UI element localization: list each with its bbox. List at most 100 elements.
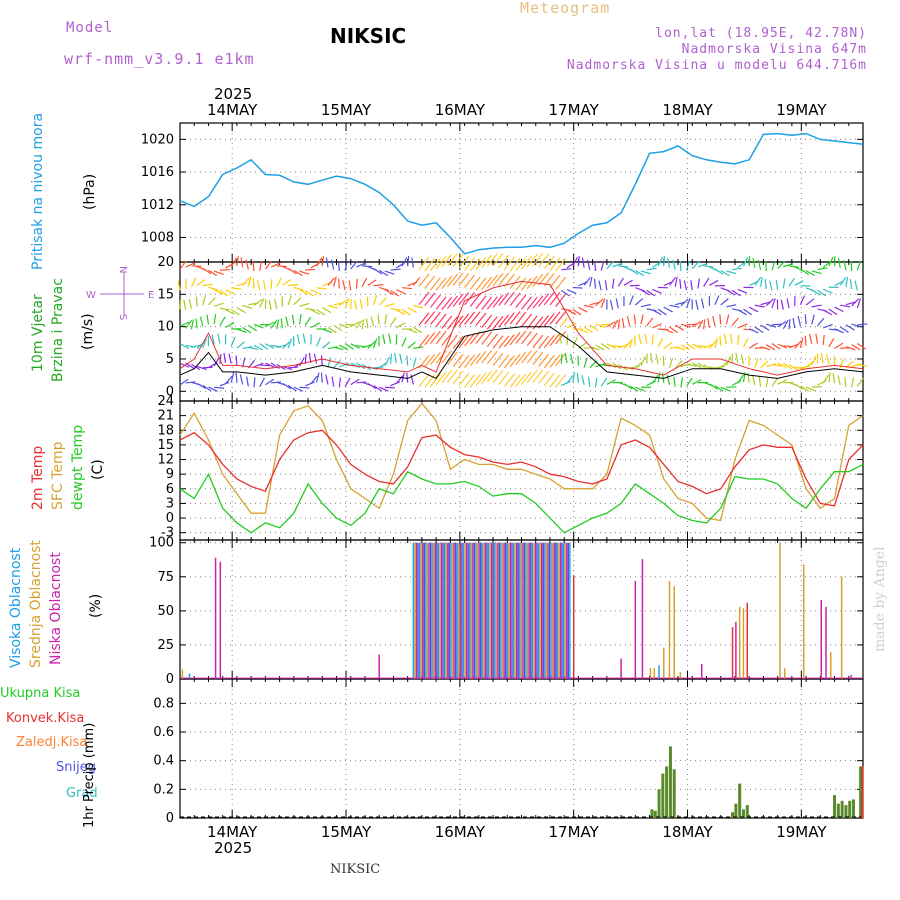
wind-arrow [202, 267, 212, 275]
wind-arrow [236, 328, 247, 334]
wind-arrow [697, 362, 707, 370]
wind-arrow [805, 360, 815, 368]
wind-arrow [644, 333, 648, 344]
wind-arrow [709, 279, 719, 286]
wind-arrow [464, 274, 475, 288]
wind-arrow [707, 318, 710, 329]
wind-arrow [418, 273, 430, 287]
y-tick-label: 21 [157, 409, 174, 424]
wind-arrow [680, 377, 684, 388]
x-tick-label-top: 14MAY [207, 101, 258, 119]
wind-arrow [561, 380, 571, 387]
wind-arrow [406, 355, 409, 366]
wind-arrow [555, 293, 567, 307]
wind-arrow [509, 374, 521, 388]
wind-arrow [822, 288, 833, 294]
wind-arrow [246, 376, 249, 387]
wind-arrow [515, 330, 527, 344]
wind-arrow [411, 257, 414, 268]
wind-arrow [344, 260, 348, 271]
wind-arrow [526, 369, 538, 384]
wind-arrow [486, 316, 498, 330]
wind-arrow [839, 326, 849, 333]
wind-arrow [325, 257, 329, 268]
wind-arrow [503, 373, 515, 387]
wind-arrow [475, 372, 487, 386]
wind-arrow [481, 276, 493, 290]
wind-arrow [629, 338, 633, 348]
wind-arrow [569, 353, 574, 364]
wind-arrow [384, 303, 395, 308]
wind-arrow [247, 276, 252, 287]
wind-arrow [183, 299, 187, 310]
wind-arrow [561, 268, 572, 271]
wind-arrow [618, 343, 628, 349]
wind-arrow [737, 309, 747, 316]
wind-arrow [486, 274, 498, 288]
wind-arrow [344, 298, 350, 308]
wind-arrow [469, 311, 481, 325]
wind-arrow [782, 319, 789, 330]
wind-arrow [672, 259, 676, 270]
wind-arrow [566, 323, 577, 329]
wind-arrow [646, 380, 656, 386]
wind-arrow [469, 352, 481, 367]
wind-arrow [310, 322, 321, 329]
wind-arrow [435, 313, 447, 327]
wind-arrow [486, 350, 498, 365]
wind-arrow [606, 260, 615, 270]
wind-arrow [293, 269, 303, 277]
wind-arrow [486, 253, 498, 267]
wind-arrow [737, 323, 748, 329]
model-label: Model [66, 20, 114, 36]
wind-arrow [703, 319, 706, 330]
wind-arrow [265, 343, 275, 349]
wind-arrow [771, 377, 779, 387]
wind-arrow [464, 311, 475, 325]
wind-arrow [230, 372, 235, 383]
wind-arrow [321, 341, 331, 349]
wind-arrow [714, 295, 720, 306]
wind-arrow [634, 297, 644, 306]
wind-arrow [595, 344, 605, 351]
wind-arrow [291, 314, 295, 325]
wind-arrow [834, 306, 844, 313]
wind-arrow [236, 255, 239, 267]
wind-arrow [372, 338, 378, 349]
wind-arrow [760, 301, 771, 306]
y-tick-label: 25 [157, 638, 174, 653]
wind-arrow [725, 314, 730, 325]
wind-arrow [669, 276, 676, 286]
wind-arrow [325, 374, 329, 385]
wind-arrow [367, 341, 376, 350]
wind-arrow [242, 305, 253, 309]
wind-arrow [370, 316, 375, 327]
wind-arrow [367, 382, 377, 390]
wind-arrow [720, 386, 731, 392]
wind-arrow [538, 353, 549, 368]
wind-arrow [515, 277, 527, 291]
wind-arrow [185, 381, 196, 384]
wind-arrow [378, 269, 389, 277]
wind-arrow [492, 272, 504, 287]
year-top: 2025 [214, 85, 253, 103]
wind-arrow [316, 257, 323, 267]
wind-arrow [202, 338, 207, 349]
wind-arrow [828, 308, 838, 316]
y-tick-label: -3 [161, 526, 174, 541]
wind-arrow [225, 375, 233, 385]
wind-arrow [663, 328, 674, 334]
wind-arrow [663, 256, 666, 267]
wind-arrow [498, 314, 510, 328]
wind-arrow [629, 365, 640, 369]
wind-arrow [199, 316, 204, 327]
wind-arrow [304, 381, 315, 387]
wind-arrow [333, 346, 344, 351]
wind-arrow [429, 351, 441, 366]
wind-arrow [418, 256, 430, 270]
wind-arrow [452, 253, 464, 267]
wind-arrow [788, 319, 791, 330]
wind-arrow [259, 260, 263, 271]
wind-arrow [253, 298, 263, 306]
wind-arrow [800, 268, 809, 276]
